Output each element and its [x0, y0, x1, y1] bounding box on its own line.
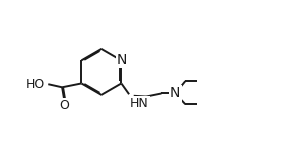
Text: N: N — [117, 53, 128, 67]
Text: HN: HN — [130, 97, 148, 110]
Text: N: N — [170, 86, 181, 100]
Text: HO: HO — [26, 78, 45, 91]
Text: O: O — [59, 99, 69, 112]
